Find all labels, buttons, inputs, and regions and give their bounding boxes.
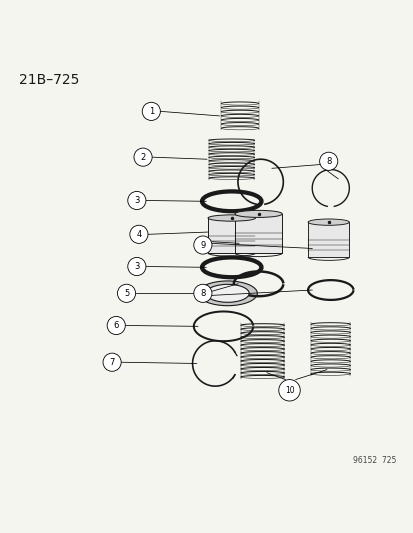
Circle shape	[193, 236, 211, 254]
Bar	[307, 222, 349, 257]
Text: 2: 2	[140, 152, 145, 161]
Text: 7: 7	[109, 358, 114, 367]
Text: 96152  725: 96152 725	[353, 456, 396, 465]
Text: 8: 8	[325, 157, 331, 166]
Circle shape	[193, 284, 211, 302]
Text: 21B–725: 21B–725	[19, 72, 79, 86]
Circle shape	[134, 148, 152, 166]
Ellipse shape	[206, 284, 249, 302]
Text: 8: 8	[200, 289, 205, 298]
Text: 10: 10	[284, 386, 294, 395]
Circle shape	[103, 353, 121, 372]
Circle shape	[128, 257, 145, 276]
Circle shape	[130, 225, 147, 244]
Circle shape	[278, 379, 299, 401]
Text: 6: 6	[113, 321, 119, 330]
Ellipse shape	[307, 219, 349, 225]
Ellipse shape	[234, 211, 282, 217]
Circle shape	[319, 152, 337, 171]
Text: 4: 4	[136, 230, 141, 239]
Bar	[207, 218, 255, 253]
Ellipse shape	[207, 215, 255, 221]
Circle shape	[128, 191, 145, 209]
Text: 9: 9	[200, 240, 205, 249]
Bar	[234, 214, 282, 253]
Circle shape	[117, 284, 135, 302]
Text: 3: 3	[134, 196, 139, 205]
Ellipse shape	[197, 281, 257, 306]
Circle shape	[142, 102, 160, 120]
Circle shape	[107, 317, 125, 335]
Text: 3: 3	[134, 262, 139, 271]
Text: 1: 1	[148, 107, 154, 116]
Text: 5: 5	[123, 289, 129, 298]
